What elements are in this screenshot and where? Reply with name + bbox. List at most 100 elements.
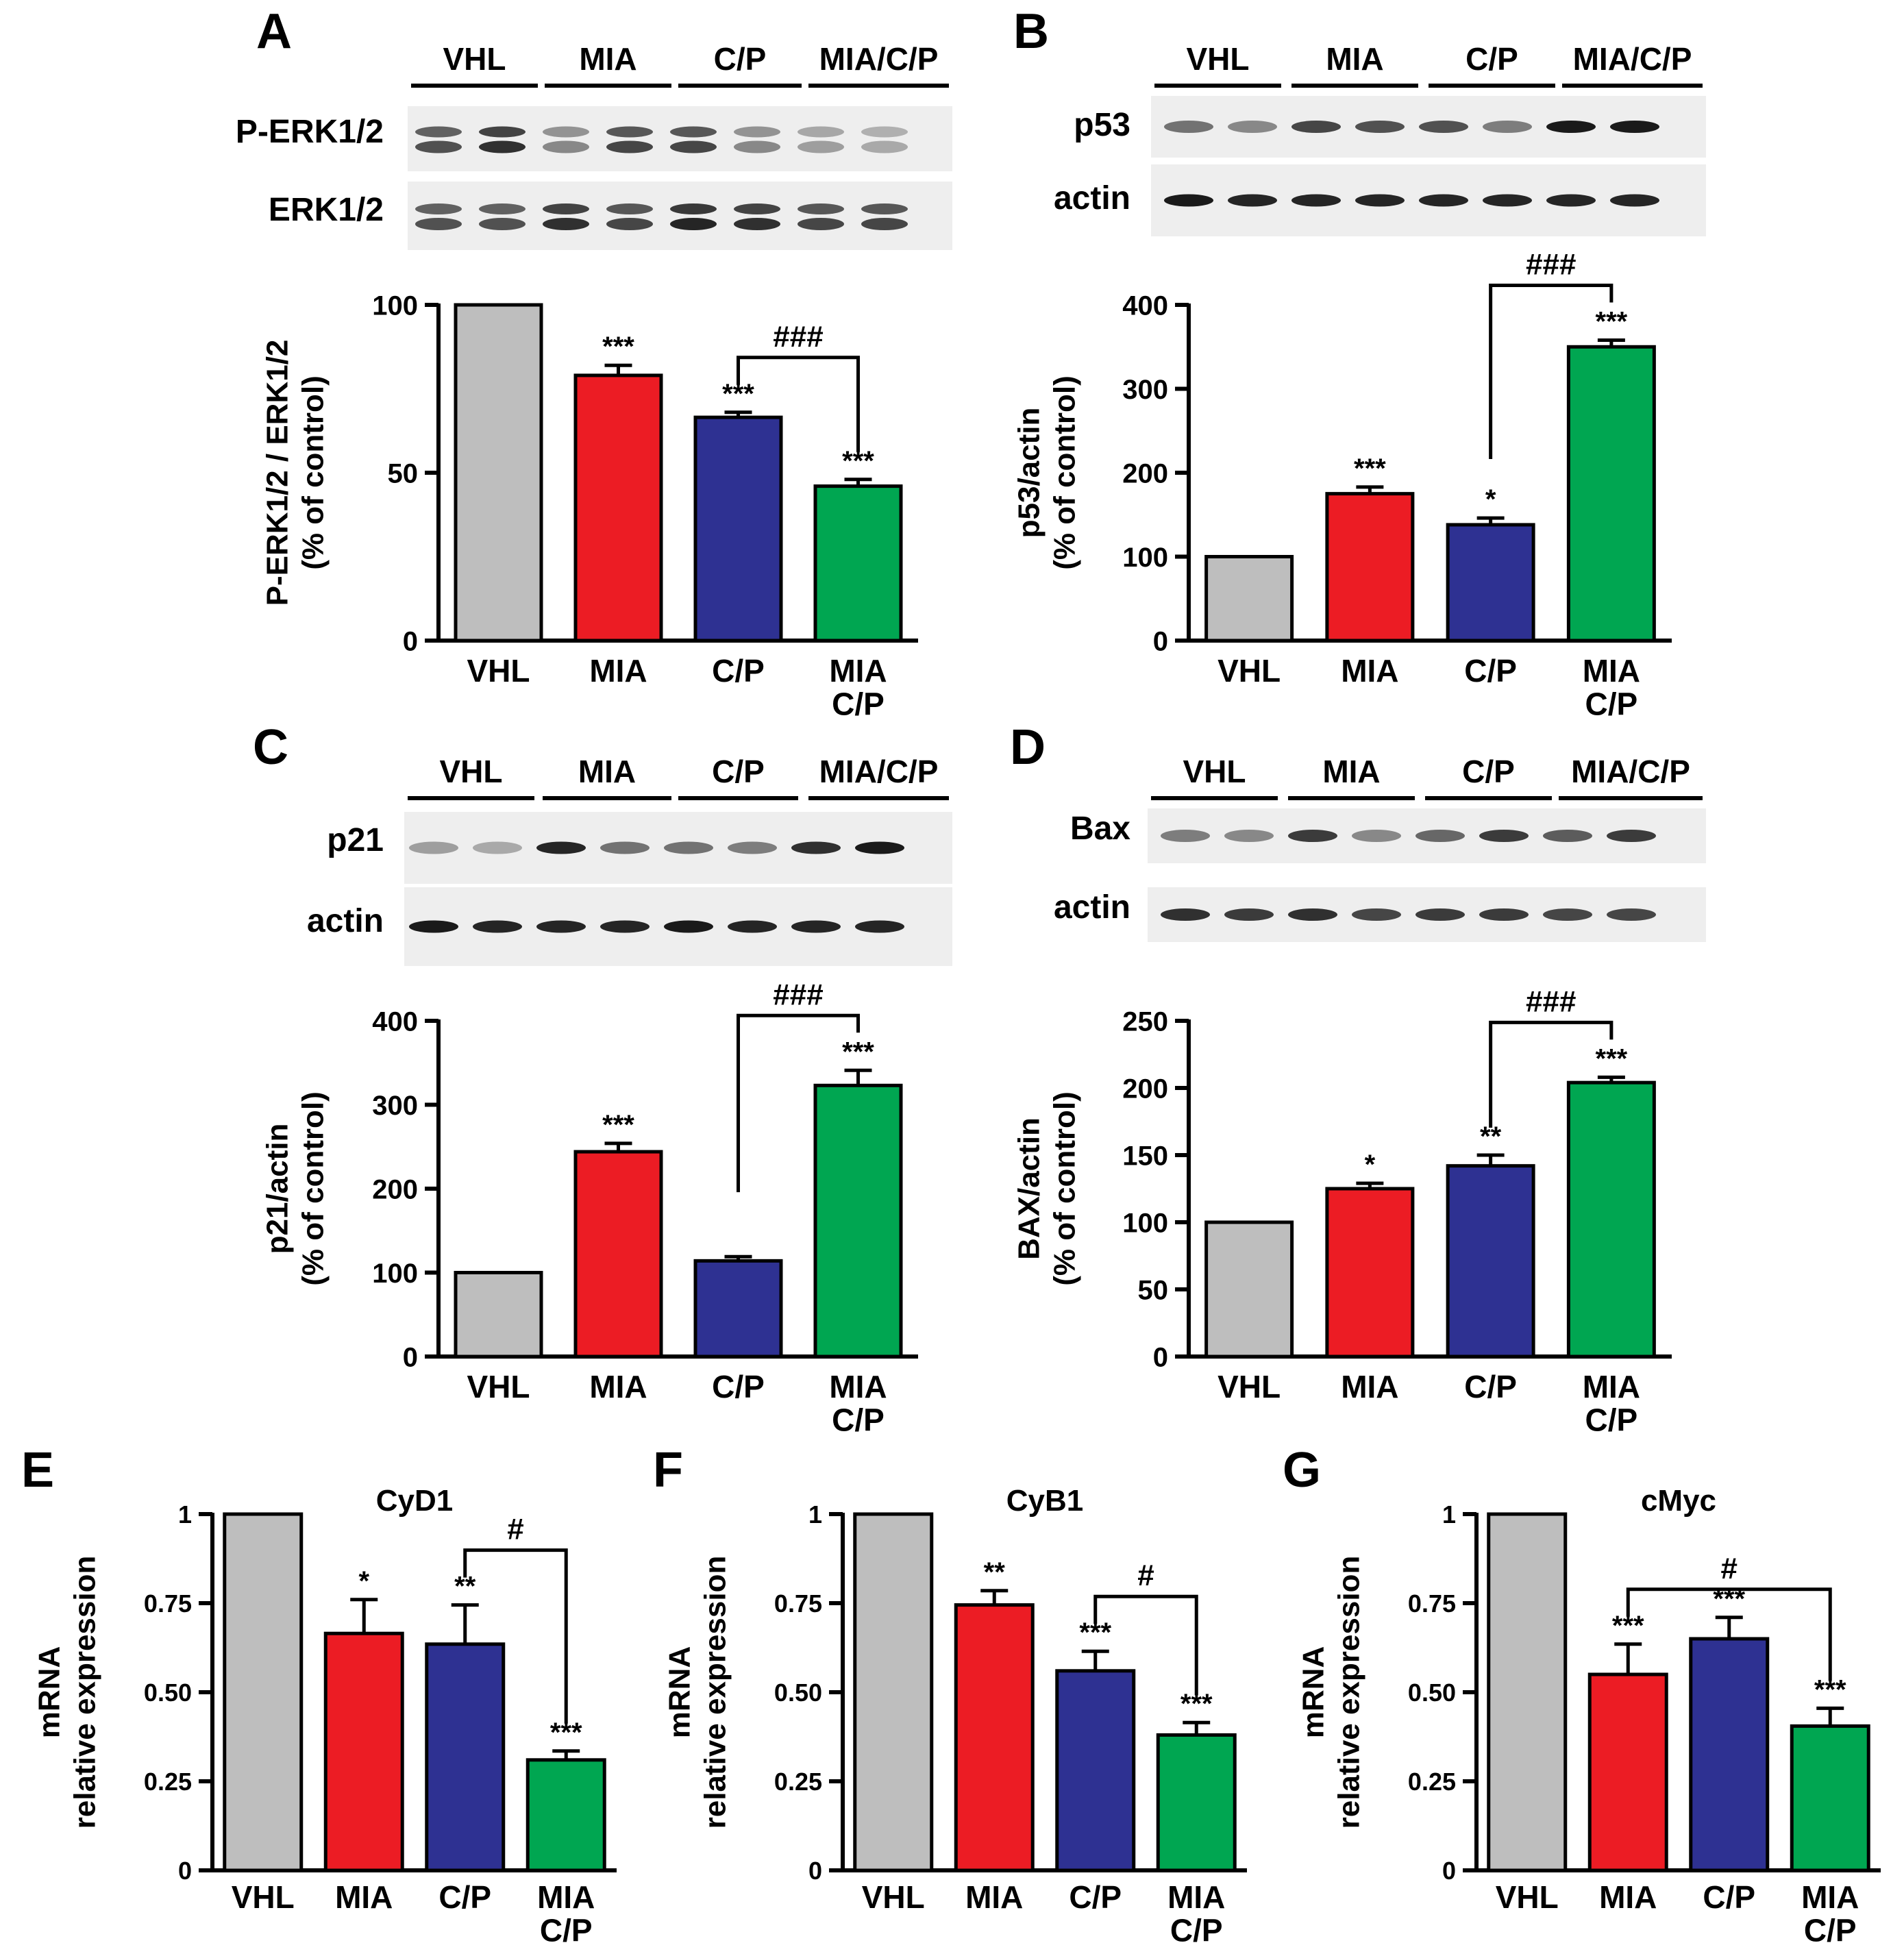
bar — [1204, 555, 1294, 643]
lane-group-label: C/P — [1466, 41, 1518, 77]
bar — [1325, 1187, 1415, 1359]
bar — [454, 303, 543, 643]
x-tick-label-line: VHL — [467, 1369, 530, 1404]
blot-band — [415, 126, 462, 138]
y-axis-label: mRNA — [663, 1646, 697, 1738]
y-tick-label: 200 — [1122, 1074, 1168, 1104]
x-tick-label-line: VHL — [232, 1879, 295, 1915]
x-tick-label-line: MIA — [1599, 1879, 1657, 1915]
bar — [693, 1259, 783, 1359]
x-tick-label: VHL — [1496, 1879, 1559, 1915]
x-tick-label: C/P — [1464, 653, 1517, 689]
blot-band — [728, 920, 777, 933]
bar — [1790, 1724, 1870, 1872]
comparison-label: ### — [1526, 247, 1576, 281]
y-tick-label: 300 — [372, 1091, 418, 1121]
comparison-bracket — [1093, 1594, 1198, 1696]
x-tick-label-line: C/P — [1069, 1879, 1122, 1915]
x-tick-label-line: C/P — [1804, 1912, 1857, 1948]
significance-marker: *** — [1354, 454, 1386, 484]
blot-band — [543, 203, 589, 214]
x-tick-label-line: C/P — [1585, 686, 1638, 721]
lane-group-label: C/P — [714, 41, 767, 77]
y-tick-label: 0 — [1442, 1857, 1456, 1885]
blot-band — [415, 140, 462, 153]
blot-band — [728, 841, 777, 854]
bar — [1487, 1512, 1568, 1872]
comparison-label: # — [1721, 1552, 1738, 1585]
blot-band — [543, 218, 589, 230]
blot-row-label: P-ERK1/2 — [236, 114, 384, 150]
blot-band — [479, 203, 526, 214]
blot-band — [1291, 194, 1341, 207]
blot-band — [855, 920, 904, 933]
x-tick-label-line: MIA — [829, 1369, 887, 1404]
x-tick-label-line: MIA — [1801, 1879, 1859, 1915]
blot-row-label: actin — [1054, 889, 1130, 926]
x-tick-label: C/P — [1464, 1369, 1517, 1404]
panel-E: E 0 0.25 0.50 0.75 1 mRNA relative expression Cy… — [21, 1443, 617, 1948]
y-tick-label: 250 — [1122, 1006, 1168, 1037]
blot-band — [734, 203, 780, 214]
panel-letter: D — [1010, 720, 1046, 775]
x-tick-label: MIA C/P — [829, 653, 887, 721]
x-tick-label: VHL — [1217, 1369, 1281, 1404]
blot-band — [606, 126, 653, 138]
blot-band — [600, 841, 650, 854]
x-tick-label-line: MIA — [589, 653, 647, 689]
blot-band — [473, 920, 522, 933]
x-tick-label: C/P — [1069, 1879, 1122, 1915]
blot-band — [1164, 194, 1213, 207]
western-blot-B: VHL MIA C/P MIA/C/P p53 actin — [1054, 41, 1706, 236]
x-tick-label: VHL — [467, 653, 530, 689]
x-tick-label: MIA C/P — [829, 1369, 887, 1437]
panel-G: G 0 0.25 0.50 0.75 1 mRNA relative expression cM… — [1283, 1443, 1881, 1948]
y-axis-label: mRNA — [33, 1646, 66, 1738]
blot-band — [670, 126, 717, 138]
y-axis-label: relative expression — [699, 1556, 732, 1829]
x-tick-label-line: MIA — [965, 1879, 1023, 1915]
blot-band — [861, 126, 908, 138]
y-tick-label: 0.50 — [144, 1679, 192, 1707]
blot-band — [543, 140, 589, 153]
panel-letter: A — [256, 4, 292, 59]
blot-band — [1415, 830, 1465, 842]
blot-band — [1224, 830, 1274, 842]
x-tick-label: MIA C/P — [1167, 1879, 1225, 1948]
x-tick-label-line: VHL — [467, 653, 530, 689]
y-tick-label: 100 — [372, 290, 418, 321]
blot-band — [600, 920, 650, 933]
x-tick-label: MIA C/P — [1583, 1369, 1640, 1437]
y-tick-label: 400 — [1122, 290, 1168, 321]
blot-band — [415, 203, 462, 214]
comparison-label: ### — [773, 978, 823, 1011]
blot-band — [1228, 194, 1277, 207]
y-axis-label: mRNA — [1297, 1646, 1331, 1738]
x-tick-label: C/P — [1703, 1879, 1755, 1915]
lane-group-label: MIA — [1322, 754, 1380, 789]
western-blot-A: VHL MIA C/P MIA/C/P P-ERK1/2 ERK1/2 — [236, 41, 952, 250]
x-tick-label-line: MIA — [1341, 653, 1398, 689]
y-tick-label: 50 — [1138, 1275, 1169, 1305]
blot-band — [670, 140, 717, 153]
blot-band — [791, 920, 841, 933]
comparison-label: ### — [773, 320, 823, 354]
chart-title: cMyc — [1641, 1484, 1716, 1518]
x-tick-label-line: MIA — [1167, 1879, 1225, 1915]
significance-marker: *** — [602, 1110, 634, 1140]
y-tick-label: 0 — [403, 1342, 418, 1372]
blot-band — [1288, 830, 1337, 842]
y-tick-label: 0 — [1153, 626, 1168, 656]
bar-chart-C: 0 100 200 300 400 p21/actin (% of control) VHL *… — [261, 978, 918, 1437]
bar — [526, 1758, 606, 1872]
blot-band — [1355, 121, 1405, 133]
bar — [1204, 1220, 1294, 1359]
lane-group-label: VHL — [1183, 754, 1246, 789]
bar-chart-E: 0 0.25 0.50 0.75 1 mRNA relative expression CyD… — [33, 1484, 617, 1948]
blot-band — [734, 126, 780, 138]
x-tick-label: MIA — [1341, 1369, 1398, 1404]
panel-letter: F — [653, 1443, 683, 1498]
blot-band — [1610, 194, 1659, 207]
y-tick-label: 400 — [372, 1006, 418, 1037]
bar-chart-D: 0 50 100 150 200 250 BAX/actin (% of control) VH… — [1013, 985, 1672, 1437]
